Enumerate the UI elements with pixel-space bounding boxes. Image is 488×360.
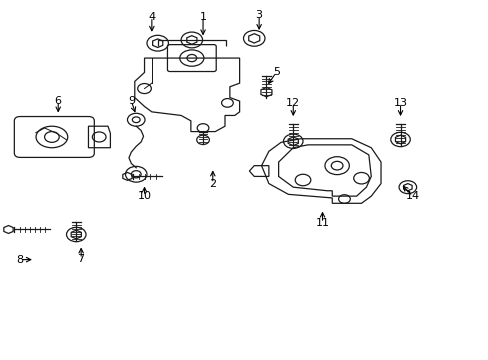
- Text: 8: 8: [17, 255, 24, 265]
- Text: 4: 4: [148, 12, 155, 22]
- Text: 6: 6: [55, 96, 61, 106]
- Text: 10: 10: [137, 191, 151, 201]
- Text: 12: 12: [285, 98, 300, 108]
- Text: 14: 14: [405, 191, 419, 201]
- Text: 1: 1: [199, 12, 206, 22]
- Text: 11: 11: [315, 218, 329, 228]
- Text: 13: 13: [393, 98, 407, 108]
- Text: 3: 3: [255, 10, 262, 20]
- Text: 9: 9: [127, 96, 135, 106]
- Text: 5: 5: [272, 67, 279, 77]
- Text: 2: 2: [209, 179, 216, 189]
- Text: 7: 7: [78, 254, 84, 264]
